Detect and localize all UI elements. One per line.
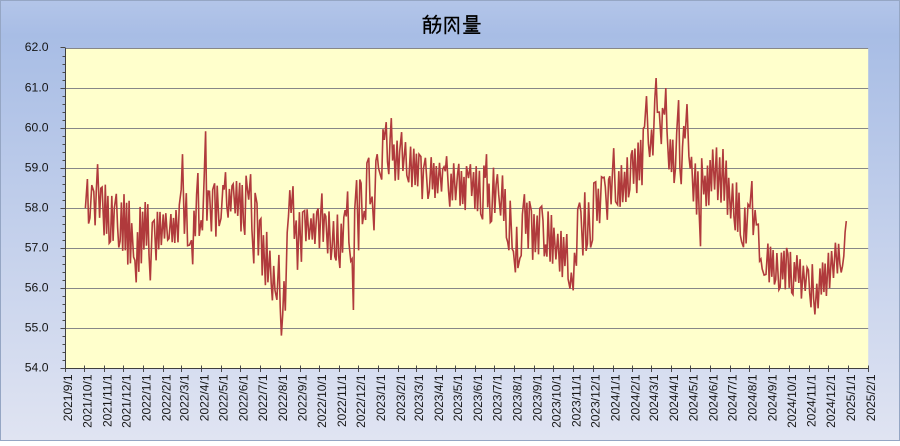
- svg-text:2023/10/1: 2023/10/1: [550, 374, 564, 428]
- svg-text:2023/3/1: 2023/3/1: [412, 374, 426, 421]
- svg-text:2023/2/1: 2023/2/1: [394, 374, 408, 421]
- svg-text:2024/12/1: 2024/12/1: [824, 374, 838, 428]
- svg-text:2024/8/1: 2024/8/1: [746, 374, 760, 421]
- svg-text:2024/7/1: 2024/7/1: [726, 374, 740, 421]
- svg-text:2023/8/1: 2023/8/1: [510, 374, 524, 421]
- svg-text:2021/11/1: 2021/11/1: [100, 374, 114, 427]
- svg-text:59.0: 59.0: [25, 160, 49, 174]
- svg-text:62.0: 62.0: [25, 40, 49, 54]
- svg-text:2023/6/1: 2023/6/1: [471, 374, 485, 421]
- svg-text:2024/11/1: 2024/11/1: [805, 374, 819, 427]
- svg-text:55.0: 55.0: [25, 321, 49, 335]
- svg-text:2022/3/1: 2022/3/1: [177, 374, 191, 421]
- svg-text:56.0: 56.0: [25, 281, 49, 295]
- svg-text:2025/1/1: 2025/1/1: [844, 374, 858, 421]
- svg-text:2021/9/1: 2021/9/1: [61, 374, 75, 421]
- svg-text:2022/11/1: 2022/11/1: [335, 374, 349, 427]
- svg-text:58.0: 58.0: [25, 200, 49, 214]
- svg-text:2024/9/1: 2024/9/1: [766, 374, 780, 421]
- svg-text:2022/9/1: 2022/9/1: [296, 374, 310, 421]
- svg-text:57.0: 57.0: [25, 241, 49, 255]
- svg-text:2022/4/1: 2022/4/1: [197, 374, 211, 421]
- svg-text:2023/9/1: 2023/9/1: [530, 374, 544, 421]
- svg-text:2024/5/1: 2024/5/1: [686, 374, 700, 421]
- svg-text:2024/2/1: 2024/2/1: [629, 374, 643, 421]
- svg-text:2024/4/1: 2024/4/1: [667, 374, 681, 421]
- svg-text:2022/5/1: 2022/5/1: [217, 374, 231, 421]
- svg-text:54.0: 54.0: [25, 361, 49, 375]
- svg-text:2025/2/1: 2025/2/1: [864, 374, 878, 421]
- svg-text:60.0: 60.0: [25, 120, 49, 134]
- svg-text:2022/12/1: 2022/12/1: [354, 374, 368, 428]
- svg-text:2022/1/1: 2022/1/1: [140, 374, 154, 421]
- svg-text:2023/12/1: 2023/12/1: [589, 374, 603, 428]
- svg-text:2021/12/1: 2021/12/1: [120, 374, 134, 428]
- svg-text:2024/10/1: 2024/10/1: [785, 374, 799, 428]
- svg-text:2022/6/1: 2022/6/1: [237, 374, 251, 421]
- svg-text:2024/3/1: 2024/3/1: [647, 374, 661, 421]
- svg-text:2023/4/1: 2023/4/1: [432, 374, 446, 421]
- svg-text:2023/7/1: 2023/7/1: [490, 374, 504, 421]
- svg-text:2021/10/1: 2021/10/1: [80, 374, 94, 428]
- svg-text:2023/1/1: 2023/1/1: [374, 374, 388, 421]
- svg-text:2024/1/1: 2024/1/1: [609, 374, 623, 421]
- svg-text:2022/8/1: 2022/8/1: [276, 374, 290, 421]
- svg-text:2022/2/1: 2022/2/1: [159, 374, 173, 421]
- svg-text:2023/11/1: 2023/11/1: [570, 374, 584, 427]
- svg-text:2022/7/1: 2022/7/1: [256, 374, 270, 421]
- svg-text:2022/10/1: 2022/10/1: [315, 374, 329, 428]
- svg-text:2023/5/1: 2023/5/1: [451, 374, 465, 421]
- svg-text:61.0: 61.0: [25, 80, 49, 94]
- svg-text:2024/6/1: 2024/6/1: [706, 374, 720, 421]
